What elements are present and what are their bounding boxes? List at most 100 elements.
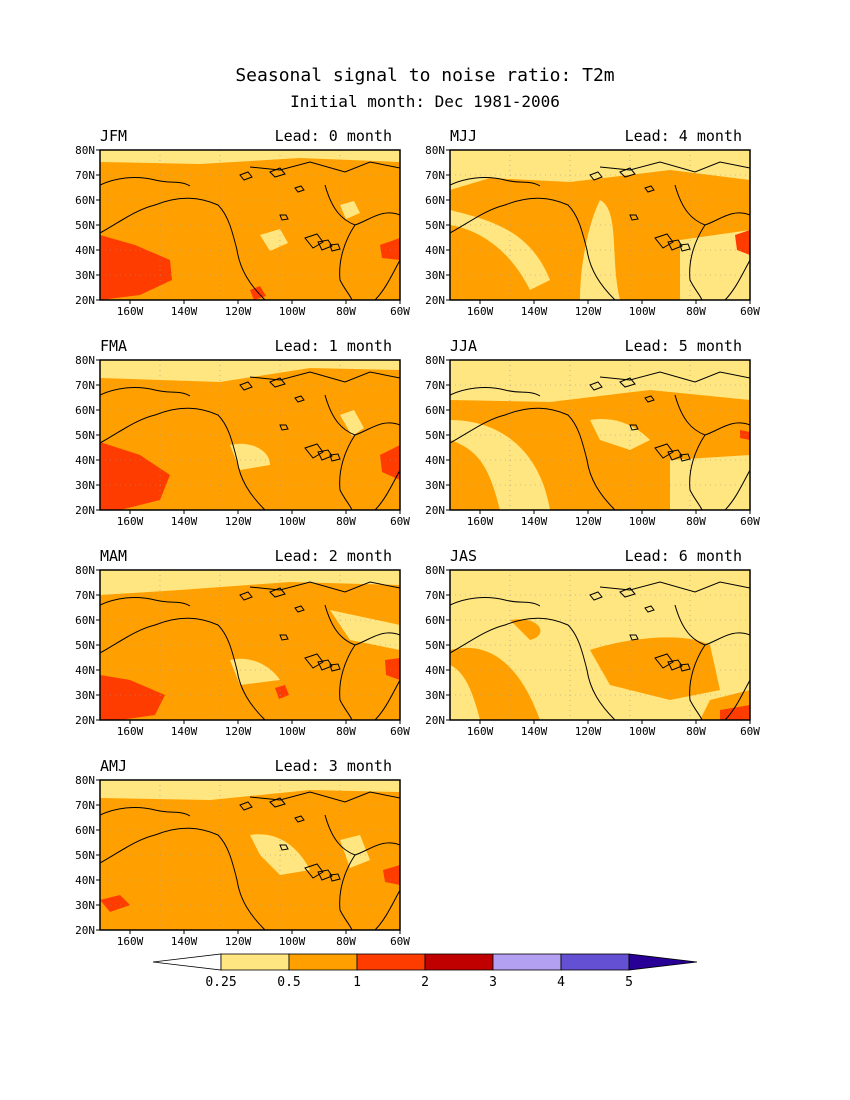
island-outline: [294, 605, 305, 613]
island-outline: [619, 587, 636, 598]
island-outline: [269, 797, 286, 808]
lon-label: 160W: [117, 725, 144, 738]
panel-season-label: JFM: [100, 127, 127, 145]
snr-mid-region: [510, 619, 541, 640]
lat-label: 80N: [75, 354, 95, 367]
colorbar-label: 0.25: [205, 975, 236, 990]
snr-high-region: [385, 658, 400, 680]
colorbar-label: 4: [557, 975, 565, 990]
lat-label: 40N: [425, 664, 445, 677]
panel-season-label: AMJ: [100, 757, 127, 775]
snr-low-region: [450, 360, 750, 402]
snr-high-region: [100, 675, 165, 720]
snr-low-region: [340, 410, 364, 436]
lon-label: 60W: [740, 515, 760, 528]
island-outline: [269, 587, 286, 598]
island-outline: [589, 381, 603, 391]
lat-label: 70N: [425, 589, 445, 602]
lon-label: 160W: [117, 305, 144, 318]
island-outline: [294, 185, 305, 193]
colorbar-label: 3: [489, 975, 497, 990]
island-outline: [294, 395, 305, 403]
coastline-segment: [724, 469, 750, 510]
coastline-segment: [724, 259, 750, 300]
snr-low-region: [680, 230, 750, 300]
coastline: [450, 161, 750, 300]
island-outline: [279, 214, 289, 221]
lon-label: 120W: [575, 305, 602, 318]
snr-high-region: [275, 685, 289, 699]
map-panel-amj: 80N 70N 60N 50N 40N 30N 20N 160W 140W 120W 100W 80W…: [75, 757, 410, 948]
coastline: [450, 371, 750, 510]
snr-low-region: [670, 455, 750, 510]
lon-label: 120W: [575, 515, 602, 528]
lon-label: 80W: [336, 935, 356, 948]
coastline-segment: [450, 597, 541, 607]
lake-outline: [317, 449, 333, 461]
coastline: [100, 791, 400, 930]
snr-field: [100, 570, 400, 720]
coastline-segment: [339, 854, 356, 930]
lon-label: 80W: [686, 725, 706, 738]
colorbar-label: 5: [625, 975, 633, 990]
lon-label: 140W: [521, 725, 548, 738]
lat-label: 30N: [425, 479, 445, 492]
figure-subtitle: Initial month: Dec 1981-2006: [290, 92, 560, 111]
lake-outline: [329, 663, 341, 672]
lon-label: 80W: [686, 305, 706, 318]
lon-label: 160W: [117, 935, 144, 948]
snr-low-region: [340, 201, 360, 219]
lon-label: 160W: [467, 515, 494, 528]
lake-outline: [317, 869, 333, 881]
lat-label: 40N: [425, 244, 445, 257]
lat-label: 70N: [425, 169, 445, 182]
lon-label: 80W: [336, 515, 356, 528]
panel-lead-label: Lead: 0 month: [275, 127, 392, 145]
lake-outline: [304, 443, 324, 459]
lat-label: 70N: [75, 799, 95, 812]
map-panel-fma: 80N 70N 60N 50N 40N 30N 20N 160W 140W 120W 100W 80W…: [75, 337, 410, 528]
snr-mid-region: [590, 637, 720, 700]
coastline-segment: [689, 224, 706, 300]
lat-label: 30N: [75, 899, 95, 912]
lon-label: 60W: [740, 305, 760, 318]
lon-label: 100W: [279, 935, 306, 948]
island-outline: [644, 185, 655, 193]
lat-label: 80N: [425, 354, 445, 367]
lake-outline: [329, 453, 341, 462]
lon-label: 100W: [279, 305, 306, 318]
coastline-segment: [100, 597, 191, 607]
lon-label: 60W: [390, 305, 410, 318]
island-outline: [269, 167, 286, 178]
lat-label: 50N: [75, 639, 95, 652]
colorbar-lower-arrow: [152, 953, 222, 971]
lat-label: 20N: [425, 714, 445, 727]
lake-outline: [317, 659, 333, 671]
lat-label: 40N: [75, 454, 95, 467]
lat-label: 40N: [75, 874, 95, 887]
coastline-segment: [100, 177, 191, 187]
lon-label: 120W: [225, 515, 252, 528]
lake-outline: [679, 453, 691, 462]
lat-label: 30N: [75, 689, 95, 702]
snr-low-region: [590, 419, 650, 450]
colorbar-segment: [356, 953, 426, 971]
lake-outline: [329, 873, 341, 882]
island-outline: [269, 377, 286, 388]
snr-low-region: [100, 150, 400, 164]
lake-outline: [667, 659, 683, 671]
map-panel-mam: 80N 70N 60N 50N 40N 30N 20N 160W 140W 120W 100W 80W…: [75, 547, 410, 738]
snr-low-region: [100, 570, 400, 595]
lake-outline: [304, 233, 324, 249]
snr-field: [450, 150, 750, 300]
snr-low-region: [450, 210, 550, 290]
panel-season-label: FMA: [100, 337, 127, 355]
map-panel-mjj: 80N 70N 60N 50N 40N 30N 20N 160W 140W 120W 100W 80W…: [425, 127, 760, 318]
snr-low-region: [230, 443, 270, 470]
colorbar: 0.25 0.5 1 2 3 4 5: [152, 953, 698, 990]
colorbar-segment: [424, 953, 494, 971]
lat-label: 80N: [75, 774, 95, 787]
lat-label: 60N: [75, 614, 95, 627]
lake-outline: [654, 653, 674, 669]
coastline-segment: [374, 469, 400, 510]
